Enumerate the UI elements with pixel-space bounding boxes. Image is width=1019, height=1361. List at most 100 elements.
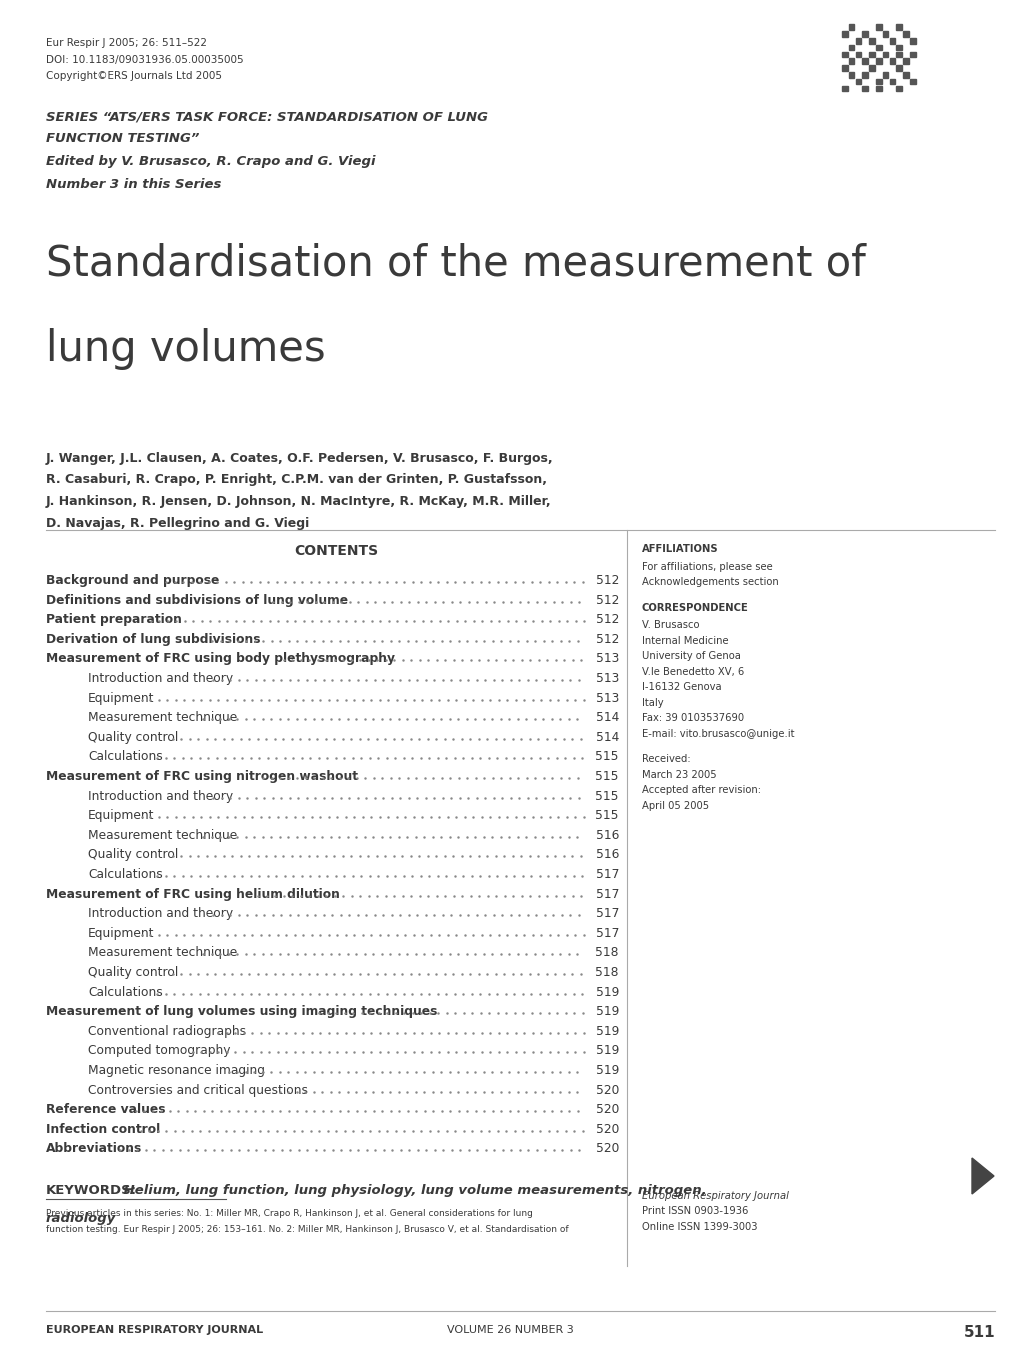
Bar [875,79,880,84]
Text: VOLUME 26 NUMBER 3: VOLUME 26 NUMBER 3 [446,1326,573,1335]
Text: Infection control: Infection control [46,1123,160,1136]
Text: 517: 517 [595,887,619,901]
Bar [855,79,860,84]
Text: 512: 512 [595,593,619,607]
Text: 514: 514 [595,731,619,744]
Text: 519: 519 [595,1064,619,1077]
Text: Measurement technique: Measurement technique [88,946,237,960]
Bar [848,59,854,64]
Text: 520: 520 [595,1083,619,1097]
Bar [861,31,867,37]
Text: AFFILIATIONS: AFFILIATIONS [641,544,718,554]
Text: Patient preparation: Patient preparation [46,614,181,626]
Text: V.le Benedetto XV, 6: V.le Benedetto XV, 6 [641,667,744,676]
Bar [896,65,901,71]
Bar [875,59,880,64]
Text: CORRESPONDENCE: CORRESPONDENCE [641,603,748,612]
Bar [841,65,847,71]
Text: Calculations: Calculations [88,985,163,999]
Bar [909,79,915,84]
Text: V. Brusasco: V. Brusasco [641,621,699,630]
Bar [868,52,874,57]
Bar [841,52,847,57]
Text: 519: 519 [595,1044,619,1057]
Text: DOI: 10.1183/09031936.05.00035005: DOI: 10.1183/09031936.05.00035005 [46,54,244,64]
Text: Introduction and theory: Introduction and theory [88,789,233,803]
Text: Derivation of lung subdivisions: Derivation of lung subdivisions [46,633,260,646]
Text: Abbreviations: Abbreviations [46,1142,142,1155]
Text: 517: 517 [595,908,619,920]
Text: R. Casaburi, R. Crapo, P. Enright, C.P.M. van der Grinten, P. Gustafsson,: R. Casaburi, R. Crapo, P. Enright, C.P.M… [46,474,546,486]
Text: FUNCTION TESTING”: FUNCTION TESTING” [46,132,199,146]
Text: KEYWORDS:: KEYWORDS: [46,1184,137,1198]
Text: 513: 513 [595,672,619,685]
Text: 518: 518 [595,966,619,979]
Text: Definitions and subdivisions of lung volume: Definitions and subdivisions of lung vol… [46,593,347,607]
Text: Reference values: Reference values [46,1104,165,1116]
Text: University of Genoa: University of Genoa [641,651,740,661]
Text: Measurement of FRC using body plethysmography: Measurement of FRC using body plethysmog… [46,652,394,666]
Text: Acknowledgements section: Acknowledgements section [641,577,777,587]
Text: Previous articles in this series: No. 1: Miller MR, Crapo R, Hankinson J, et al.: Previous articles in this series: No. 1:… [46,1209,532,1218]
Text: Accepted after revision:: Accepted after revision: [641,785,760,795]
Text: Helium, lung function, lung physiology, lung volume measurements, nitrogen,: Helium, lung function, lung physiology, … [119,1184,706,1198]
Bar [896,24,901,30]
Bar [889,38,895,44]
Text: Introduction and theory: Introduction and theory [88,672,233,685]
Text: 514: 514 [595,712,619,724]
Text: Controversies and critical questions: Controversies and critical questions [88,1083,308,1097]
Bar [868,38,874,44]
Bar [841,31,847,37]
Text: 515: 515 [595,810,619,822]
Text: 517: 517 [595,868,619,881]
Bar [896,45,901,50]
Text: 519: 519 [595,1006,619,1018]
Text: Online ISSN 1399-3003: Online ISSN 1399-3003 [641,1222,757,1232]
Text: Quality control: Quality control [88,966,178,979]
Text: CONTENTS: CONTENTS [294,544,378,558]
Text: 515: 515 [595,750,619,764]
Text: 511: 511 [962,1326,994,1341]
Text: J. Wanger, J.L. Clausen, A. Coates, O.F. Pedersen, V. Brusasco, F. Burgos,: J. Wanger, J.L. Clausen, A. Coates, O.F.… [46,452,553,465]
Bar [909,52,915,57]
Bar [855,38,860,44]
Text: I-16132 Genova: I-16132 Genova [641,682,720,691]
Bar [902,72,908,78]
Text: radiology: radiology [46,1213,116,1225]
Text: European Respiratory Journal: European Respiratory Journal [641,1191,788,1200]
Text: March 23 2005: March 23 2005 [641,769,716,780]
Text: EUROPEAN RESPIRATORY JOURNAL: EUROPEAN RESPIRATORY JOURNAL [46,1326,263,1335]
Bar [896,52,901,57]
Bar [909,38,915,44]
Bar [848,24,854,30]
Text: Equipment: Equipment [88,810,154,822]
Bar [881,52,888,57]
Bar [889,59,895,64]
Text: 520: 520 [595,1104,619,1116]
Text: D. Navajas, R. Pellegrino and G. Viegi: D. Navajas, R. Pellegrino and G. Viegi [46,517,309,529]
Bar [889,79,895,84]
Text: 516: 516 [595,848,619,862]
Text: 517: 517 [595,927,619,940]
Bar [848,45,854,50]
Bar [868,65,874,71]
Text: Computed tomography: Computed tomography [88,1044,230,1057]
Text: Introduction and theory: Introduction and theory [88,908,233,920]
Bar [855,52,860,57]
Text: 518: 518 [595,946,619,960]
Text: Internal Medicine: Internal Medicine [641,636,728,645]
Text: Edited by V. Brusasco, R. Crapo and G. Viegi: Edited by V. Brusasco, R. Crapo and G. V… [46,155,375,167]
Polygon shape [971,1158,994,1194]
Text: Received:: Received: [641,754,690,764]
Text: Conventional radiographs: Conventional radiographs [88,1025,246,1038]
Bar [875,45,880,50]
Bar [896,86,901,91]
Text: April 05 2005: April 05 2005 [641,800,708,811]
Text: 520: 520 [595,1142,619,1155]
Text: Equipment: Equipment [88,927,154,940]
Bar [881,72,888,78]
Text: 515: 515 [595,789,619,803]
Text: function testing. Eur Respir J 2005; 26: 153–161. No. 2: Miller MR, Hankinson J,: function testing. Eur Respir J 2005; 26:… [46,1225,568,1233]
Text: Copyright©ERS Journals Ltd 2005: Copyright©ERS Journals Ltd 2005 [46,71,222,82]
Bar [861,72,867,78]
